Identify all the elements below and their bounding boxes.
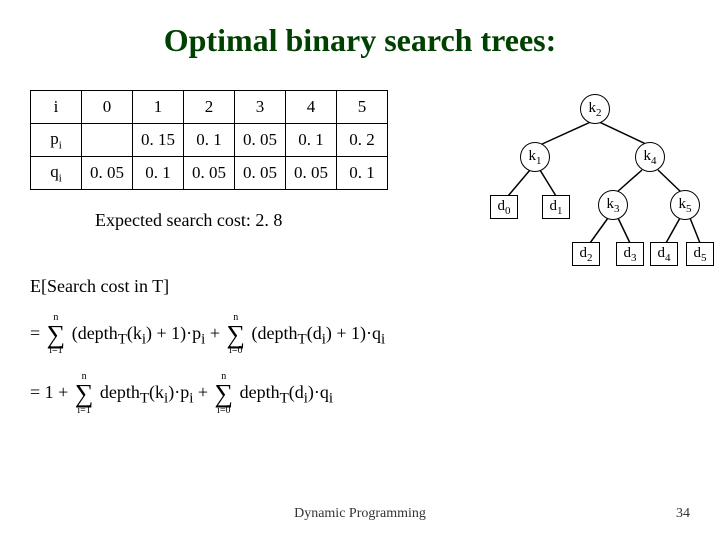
cell: 0. 1 — [184, 124, 235, 157]
probability-table: i 0 1 2 3 4 5 pi 0. 15 0. 1 0. 05 0. 1 0… — [30, 90, 388, 190]
tree-leaf-d5: d5 — [686, 242, 714, 266]
tree-node-k5: k5 — [670, 190, 700, 220]
sigma-icon: n ∑ i=1 — [75, 372, 94, 415]
cell: 0. 1 — [133, 157, 184, 190]
tree-leaf-d4: d4 — [650, 242, 678, 266]
cell: 0. 05 — [235, 157, 286, 190]
page-number: 34 — [676, 506, 690, 522]
table-row: pi 0. 15 0. 1 0. 05 0. 1 0. 2 — [31, 124, 388, 157]
tree-node-k4: k4 — [635, 142, 665, 172]
formula-line-3: = 1 + n ∑ i=1 depthT(ki)·pi + n ∑ i=0 de… — [30, 372, 460, 415]
tree-leaf-d1: d1 — [542, 195, 570, 219]
cell: 0. 05 — [184, 157, 235, 190]
col-header: 2 — [184, 91, 235, 124]
tree-node-k2: k2 — [580, 94, 610, 124]
footer-text: Dynamic Programming — [0, 506, 720, 522]
formula-line-2: = n ∑ i=1 (depthT(ki) + 1)·pi + n ∑ i=0 … — [30, 313, 460, 356]
cell: 0. 2 — [337, 124, 388, 157]
tree-node-k3: k3 — [598, 190, 628, 220]
tree-leaf-d3: d3 — [616, 242, 644, 266]
tree-node-k1: k1 — [520, 142, 550, 172]
col-header: 0 — [82, 91, 133, 124]
formula-line-1: E[Search cost in T] — [30, 276, 460, 297]
tree-leaf-d2: d2 — [572, 242, 600, 266]
cell: 0. 1 — [337, 157, 388, 190]
binary-tree-diagram: k2k1k4k3k5d0d1d2d3d4d5 — [470, 90, 710, 300]
tree-leaf-d0: d0 — [490, 195, 518, 219]
col-header: i — [31, 91, 82, 124]
table-row: i 0 1 2 3 4 5 — [31, 91, 388, 124]
cell — [82, 124, 133, 157]
cell: 0. 1 — [286, 124, 337, 157]
cell: 0. 05 — [235, 124, 286, 157]
cell: 0. 05 — [286, 157, 337, 190]
row-label: qi — [31, 157, 82, 190]
table-row: qi 0. 05 0. 1 0. 05 0. 05 0. 05 0. 1 — [31, 157, 388, 190]
col-header: 5 — [337, 91, 388, 124]
col-header: 3 — [235, 91, 286, 124]
formula-block: E[Search cost in T] = n ∑ i=1 (depthT(ki… — [30, 260, 460, 432]
page-title: Optimal binary search trees: — [0, 0, 720, 59]
sigma-icon: n ∑ i=1 — [47, 313, 66, 356]
cell: 0. 05 — [82, 157, 133, 190]
sigma-icon: n ∑ i=0 — [227, 313, 246, 356]
col-header: 1 — [133, 91, 184, 124]
cell: 0. 15 — [133, 124, 184, 157]
sigma-icon: n ∑ i=0 — [215, 372, 234, 415]
col-header: 4 — [286, 91, 337, 124]
expected-cost-text: Expected search cost: 2. 8 — [95, 210, 282, 231]
row-label: pi — [31, 124, 82, 157]
